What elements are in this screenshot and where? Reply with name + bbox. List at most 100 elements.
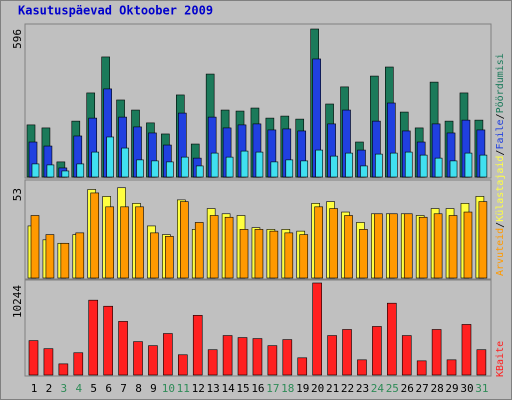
bar [345, 152, 353, 178]
bar [342, 329, 352, 376]
bar [372, 326, 382, 376]
x-tick-label: 13 [207, 382, 220, 395]
x-tick-label: 27 [416, 382, 429, 395]
x-tick-label: 3 [61, 382, 68, 395]
bar [60, 242, 70, 279]
bar [479, 154, 488, 178]
bar [252, 338, 263, 376]
bar [135, 206, 144, 279]
bar [270, 161, 279, 178]
bar [297, 357, 308, 376]
bar [401, 335, 412, 376]
x-tick-label: 28 [430, 382, 443, 395]
x-tick-label: 1 [31, 382, 38, 395]
legend-label: Faile [495, 119, 506, 149]
bar [403, 213, 413, 279]
legend-label: KBaite [495, 341, 506, 377]
x-tick-label: 14 [221, 382, 235, 395]
y-tick-label: 53 [11, 188, 24, 201]
bar [254, 229, 264, 279]
bar [210, 152, 219, 178]
bar [330, 155, 338, 178]
legend-separator: / [495, 150, 506, 156]
x-tick-label: 15 [236, 382, 249, 395]
bar [239, 229, 249, 279]
x-tick-label: 18 [281, 382, 294, 395]
x-tick-label: 29 [445, 382, 458, 395]
bar [91, 151, 100, 178]
x-tick-label: 22 [341, 382, 354, 395]
bar [449, 160, 458, 178]
bar [165, 236, 174, 279]
bar [464, 152, 473, 178]
bar [299, 234, 309, 279]
legend: Arvuteid/Külastajaid/Faile/Pöördumisi [495, 53, 506, 276]
bar [416, 360, 427, 376]
chart-title: Kasutuspäevad Oktoober 2009 [18, 4, 213, 18]
bar [224, 216, 234, 279]
x-tick-label: 17 [266, 382, 279, 395]
bar [73, 352, 84, 376]
bar [209, 215, 219, 279]
bar [30, 215, 40, 279]
bar [478, 201, 488, 279]
bar [360, 165, 368, 178]
bar [192, 315, 203, 376]
x-tick-label: 6 [105, 382, 112, 395]
bar [61, 170, 70, 178]
bar [285, 159, 294, 178]
legend-label: Arvuteid [495, 228, 506, 276]
legend-label: Külastajaid [495, 156, 506, 222]
bar [150, 232, 159, 279]
bar [151, 160, 159, 178]
legend-separator: / [495, 113, 506, 119]
bar [118, 321, 128, 376]
bar [76, 163, 85, 178]
bar [476, 349, 487, 376]
bar [431, 329, 442, 376]
bar [344, 215, 353, 279]
x-tick-label: 23 [356, 382, 369, 395]
bar [359, 229, 368, 279]
x-tick-label: 31 [475, 382, 488, 395]
bar [374, 213, 383, 279]
bar [148, 345, 158, 376]
bar [88, 299, 99, 376]
bar [90, 192, 100, 279]
bar [269, 230, 279, 279]
bar [312, 282, 322, 376]
bar [463, 211, 473, 279]
bar [194, 222, 204, 279]
bar [163, 333, 173, 376]
bar [434, 157, 443, 178]
bar [103, 305, 113, 376]
bar [329, 208, 338, 279]
bar [46, 164, 55, 178]
bar [390, 152, 398, 178]
x-tick-label: 12 [192, 382, 205, 395]
bar [133, 341, 143, 376]
bar [166, 161, 174, 178]
bar [375, 153, 383, 178]
bar [314, 206, 323, 279]
bar [28, 340, 39, 376]
y-tick-label: 596 [11, 29, 24, 49]
bar [357, 359, 367, 376]
bar [45, 234, 55, 279]
bar [404, 151, 413, 178]
bar [120, 206, 129, 279]
x-tick-label: 7 [120, 382, 127, 395]
bar [222, 335, 233, 376]
bar [284, 232, 294, 279]
bar [178, 354, 188, 376]
x-tick-label: 20 [311, 382, 324, 395]
x-tick-label: 10 [162, 382, 175, 395]
x-tick-label: 21 [326, 382, 339, 395]
bar [446, 359, 457, 376]
bar [255, 151, 264, 178]
x-tick-label: 26 [401, 382, 414, 395]
bar [419, 154, 428, 178]
x-tick-label: 5 [90, 382, 97, 395]
bar [448, 215, 458, 279]
bar [31, 163, 40, 178]
